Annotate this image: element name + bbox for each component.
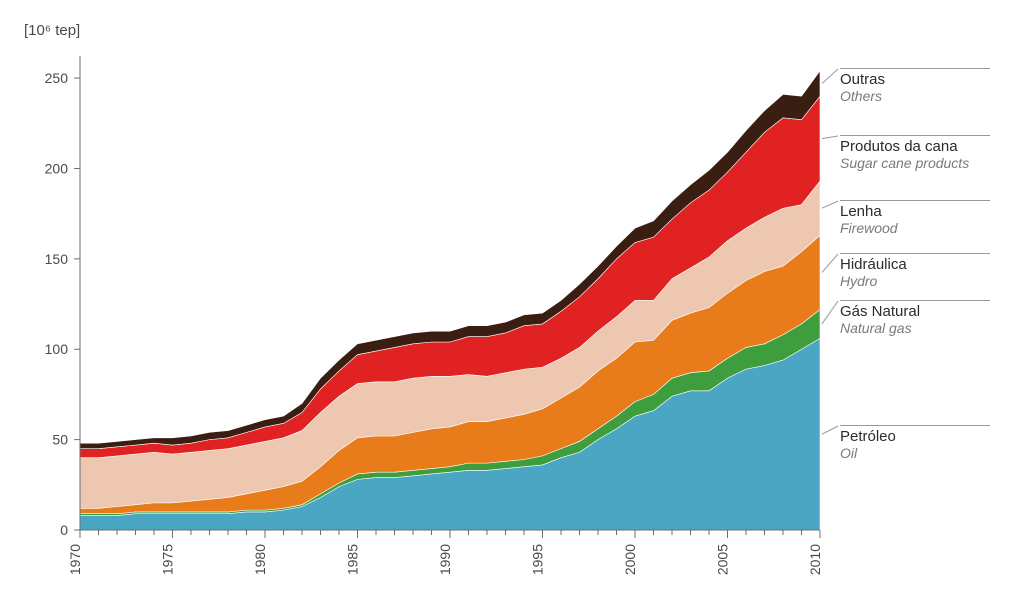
legend-connector xyxy=(822,301,838,324)
legend-connector xyxy=(822,69,838,84)
legend-rule xyxy=(840,200,990,201)
legend-label-en: Hydro xyxy=(840,273,1020,289)
legend-gas-natural: Gás Natural Natural gas xyxy=(840,300,1020,336)
legend-label-pt: Lenha xyxy=(840,203,1020,220)
legend-petroleo: Petróleo Oil xyxy=(840,425,1020,461)
x-tick-label: 2010 xyxy=(807,544,823,575)
x-tick-label: 1990 xyxy=(437,544,453,575)
y-tick-label: 250 xyxy=(45,70,69,86)
legend-outras: Outras Others xyxy=(840,68,1020,104)
legend-hidraulica: Hidráulica Hydro xyxy=(840,253,1020,289)
legend-rule xyxy=(840,300,990,301)
legend-rule xyxy=(840,68,990,69)
x-tick-label: 2000 xyxy=(622,544,638,575)
legend-label-en: Firewood xyxy=(840,220,1020,236)
legend-rule xyxy=(840,425,990,426)
legend-rule xyxy=(840,253,990,254)
legend-connector xyxy=(822,201,838,208)
x-tick-label: 1975 xyxy=(160,544,176,575)
legend-connector xyxy=(822,136,838,139)
legend-label-pt: Gás Natural xyxy=(840,303,1020,320)
legend-label-pt: Hidráulica xyxy=(840,256,1020,273)
legend-lenha: Lenha Firewood xyxy=(840,200,1020,236)
x-tick-label: 2005 xyxy=(715,544,731,575)
legend-label-en: Oil xyxy=(840,445,1020,461)
x-tick-label: 1970 xyxy=(67,544,83,575)
legend-label-en: Others xyxy=(840,88,1020,104)
legend-label-pt: Outras xyxy=(840,71,1020,88)
legend-label-pt: Produtos da cana xyxy=(840,138,1020,155)
x-tick-label: 1980 xyxy=(252,544,268,575)
y-tick-label: 100 xyxy=(45,341,69,357)
legend-label-en: Natural gas xyxy=(840,320,1020,336)
y-tick-label: 150 xyxy=(45,251,69,267)
y-tick-label: 0 xyxy=(60,522,68,538)
x-tick-label: 1985 xyxy=(345,544,361,575)
legend-connector xyxy=(822,254,838,272)
legend-label-pt: Petróleo xyxy=(840,428,1020,445)
y-axis-unit-label: [10⁶ tep] xyxy=(24,22,80,39)
y-tick-label: 50 xyxy=(52,432,68,448)
y-tick-label: 200 xyxy=(45,160,69,176)
energy-stacked-area-chart: [10⁶ tep] 0 50 100 150 200 250 1970 1975 1980 198… xyxy=(0,0,1024,614)
legend-produtos-cana: Produtos da cana Sugar cane products xyxy=(840,135,1020,171)
legend-rule xyxy=(840,135,990,136)
legend-label-en: Sugar cane products xyxy=(840,155,1020,171)
x-tick-label: 1995 xyxy=(530,544,546,575)
legend-connector xyxy=(822,426,838,434)
